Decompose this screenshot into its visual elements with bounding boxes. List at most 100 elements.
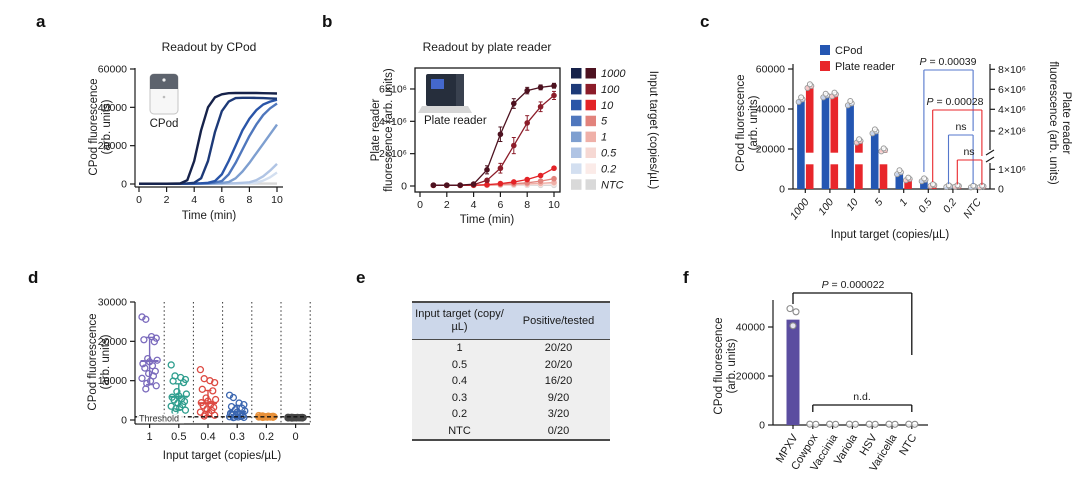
replicate-point — [921, 175, 928, 182]
y-tick-label: 0 — [401, 181, 407, 193]
replicate-point — [798, 94, 805, 101]
threshold-label-bg — [137, 413, 184, 424]
y-tick-label: 4×10⁶ — [379, 116, 407, 128]
x-tick-label: 4 — [191, 194, 197, 206]
replicate-point — [896, 167, 903, 174]
scatter-point — [140, 336, 148, 344]
y-axis-label: (arb. units) — [101, 99, 113, 154]
sig-label: P = 0.000022 — [822, 279, 885, 291]
data-point-100 — [551, 92, 557, 99]
scatter-point — [150, 338, 159, 346]
y-tick-label: 30000 — [98, 297, 127, 309]
replicate-point — [789, 322, 797, 330]
data-point-1000 — [537, 84, 544, 91]
legend-swatch-blue-0.2 — [571, 163, 582, 174]
series-line-10 — [433, 167, 555, 187]
data-point-10 — [551, 165, 557, 172]
right-y-axis-label: fluorescence (arb. units) — [1047, 61, 1059, 185]
replicate-point — [891, 420, 899, 428]
bar-plate-5-lower — [879, 164, 888, 189]
series-0.5 — [139, 163, 278, 185]
y-tick-label: 6×10⁶ — [379, 83, 407, 95]
replicate-point — [929, 181, 936, 188]
series-5 — [139, 102, 278, 185]
panel-b-letter: b — [322, 12, 333, 31]
legend-swatch-blue-5 — [571, 115, 582, 127]
x-tick-label: 0 — [293, 431, 299, 443]
data-point-1000 — [497, 131, 504, 138]
panel-b-chart: Readout by plate reader 0 2×10⁶ 4×10⁶ 6×10⁶ 0… — [370, 40, 659, 226]
legend-label: 0.2 — [601, 163, 616, 175]
x-tick-label: 0.2 — [941, 196, 960, 215]
y-tick-label: 20000 — [736, 371, 765, 383]
legend-label: Plate reader — [835, 61, 895, 73]
table-row: 0.5 20/20 — [412, 356, 610, 373]
y-tick-label: 0 — [121, 415, 127, 427]
scatter-point — [152, 382, 160, 390]
legend-label: 0.5 — [601, 148, 617, 160]
right-y-tick-label: 1×10⁶ — [998, 164, 1026, 176]
replicate-point — [905, 174, 912, 181]
table-cell-result: 3/20 — [547, 408, 570, 421]
data-point-1000 — [551, 82, 557, 89]
x-tick-label: 0.2 — [259, 431, 274, 443]
x-tick-label: 10 — [271, 194, 283, 206]
y-axis-label: CPod fluorescence — [713, 317, 725, 414]
bar-cpod-1000 — [797, 100, 805, 189]
legend-swatch-blue-1000 — [571, 68, 582, 79]
x-tick-label: 10 — [844, 196, 861, 213]
plate-reader-inset-label: Plate reader — [424, 115, 487, 127]
circle-shape — [162, 78, 166, 82]
data-point-1000 — [457, 182, 464, 188]
y-tick-label: 0 — [759, 420, 765, 432]
data-point-100 — [497, 165, 504, 172]
x-tick-label: 4 — [471, 199, 477, 211]
nd-label: n.d. — [853, 391, 871, 403]
table-header-positive: Positive/tested — [522, 314, 595, 327]
series-line-1000 — [433, 85, 555, 186]
y-axis-label: (arb. units) — [726, 338, 738, 393]
replicate-point — [865, 420, 873, 428]
panel-f-letter: f — [683, 268, 689, 287]
bar-plate-10-upper — [855, 141, 863, 153]
x-tick-label: 8 — [246, 194, 252, 206]
table-cell-result: 0/20 — [547, 424, 570, 437]
data-point-1000 — [511, 100, 517, 107]
plate-reader-device-icon — [418, 74, 472, 113]
y-tick-label: 10000 — [98, 375, 127, 387]
y-axis-label: (arb. units) — [100, 334, 112, 389]
replicate-point — [871, 126, 878, 133]
x-tick-label: 1 — [147, 431, 153, 443]
scatter-point — [152, 334, 160, 342]
table-cell-result: 20/20 — [544, 342, 573, 355]
table-cell-copy: 0.5 — [451, 358, 468, 371]
x-tick-label: 100 — [816, 196, 836, 217]
chart-b-title: Readout by plate reader — [423, 40, 552, 54]
legend-side-title: Input target (copies/µL) — [647, 71, 659, 190]
legend-swatch-Plate reader — [820, 61, 830, 71]
sig-label: ns — [955, 121, 966, 133]
panel-d-letter: d — [28, 268, 39, 287]
replicate-point — [845, 420, 853, 428]
cpod-device-icon — [149, 73, 179, 115]
data-point-1000 — [524, 87, 530, 94]
y-tick-label: 0 — [121, 179, 127, 191]
legend-label: 1 — [601, 132, 607, 144]
x-tick-label: 0.5 — [171, 431, 186, 443]
tspan-shape: = 0.000022 — [829, 279, 885, 291]
x-tick-label: 10 — [548, 199, 560, 211]
panel-d-chart: 0 10000 20000 30000 1 0.5 0.4 0.3 0.2 0 Threshold I… — [87, 297, 311, 462]
y-tick-label: 20000 — [98, 336, 127, 348]
data-point-100 — [484, 177, 490, 184]
x-tick-label: 2 — [164, 194, 170, 206]
results-table-header: Input target (copy/µL) Positive/tested — [412, 301, 610, 340]
x-tick-label: 1000 — [788, 196, 812, 222]
replicate-point — [970, 182, 977, 189]
data-point-100 — [524, 120, 530, 126]
series-1000 — [139, 91, 278, 185]
y-tick-label: 20000 — [756, 144, 785, 156]
y-axis-label: CPod fluorescence — [87, 313, 99, 410]
replicate-point — [871, 420, 879, 428]
right-y-tick-label: 2×10⁶ — [998, 126, 1026, 138]
